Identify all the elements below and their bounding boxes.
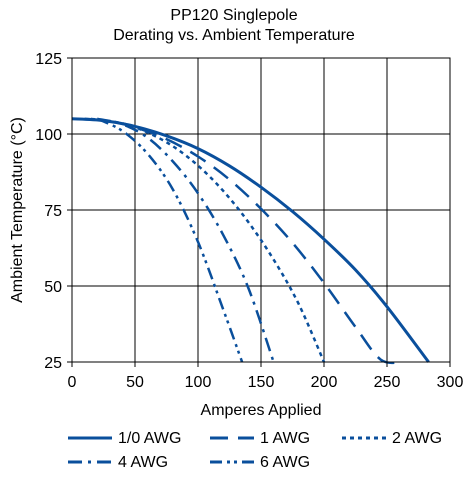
legend: 1/0 AWG 1 AWG 2 AWG 4 AWG 6 AWG: [68, 430, 442, 471]
x-tick-label: 250: [374, 374, 401, 391]
x-axis-label: Amperes Applied: [201, 402, 322, 419]
series-line-2: [84, 117, 403, 365]
y-tick-label: 50: [44, 279, 62, 296]
legend-label-5: 6 AWG: [260, 454, 310, 471]
legend-label-2: 1 AWG: [260, 430, 310, 447]
tick-layer: 0 50 100 150 200 250 300 25 50 75 100 125: [35, 51, 463, 391]
y-axis-label: Ambient Temperature (°C): [9, 117, 26, 303]
y-tick-label: 75: [44, 203, 62, 220]
series-line-4: [96, 117, 275, 363]
x-tick-label: 50: [126, 374, 144, 391]
y-tick-label: 100: [35, 127, 62, 144]
legend-label-1: 1/0 AWG: [118, 430, 181, 447]
y-tick-label: 25: [44, 355, 62, 372]
series-line-1: [71, 117, 430, 363]
x-tick-label: 150: [248, 374, 275, 391]
series-line-3: [90, 117, 326, 363]
y-tick-label: 125: [35, 51, 62, 68]
series-layer: [71, 117, 430, 365]
x-tick-label: 100: [185, 374, 212, 391]
legend-label-4: 4 AWG: [118, 454, 168, 471]
series-line-5: [96, 117, 244, 363]
x-tick-label: 200: [311, 374, 338, 391]
chart-subtitle: Derating vs. Ambient Temperature: [113, 27, 355, 44]
chart-title: PP120 Singlepole: [170, 7, 297, 24]
x-tick-label: 0: [68, 374, 77, 391]
x-tick-label: 300: [437, 374, 464, 391]
legend-label-3: 2 AWG: [392, 430, 442, 447]
